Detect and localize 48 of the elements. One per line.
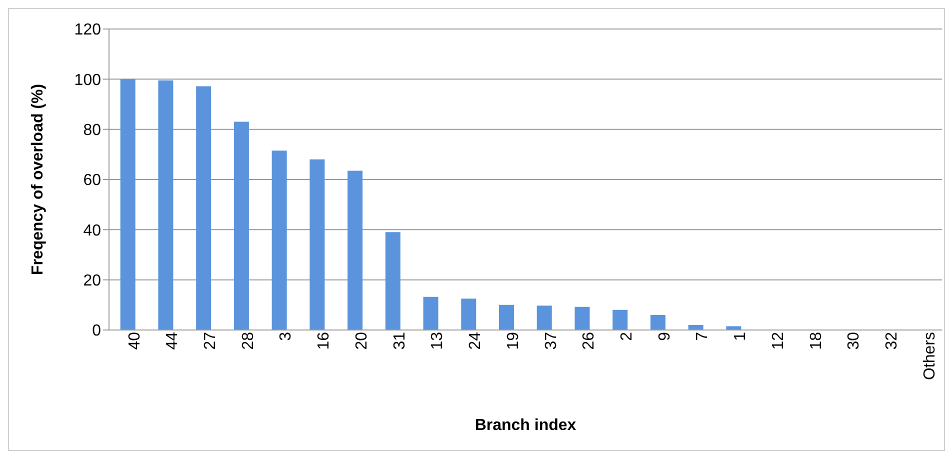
bar	[612, 310, 628, 330]
bar	[574, 306, 590, 330]
bar	[498, 304, 514, 330]
y-tick-label: 40	[83, 222, 102, 240]
bar	[234, 122, 249, 330]
y-axis-title: Freqency of overload (%)	[30, 84, 47, 276]
bar	[272, 150, 287, 330]
x-tick-label: 31	[391, 332, 408, 350]
x-tick-label: 13	[429, 332, 446, 350]
bar	[158, 80, 174, 330]
x-tick-label: 40	[126, 332, 144, 350]
x-axis-title: Branch index	[474, 417, 576, 434]
x-tick-label: 9	[656, 332, 674, 341]
y-tick-label: 120	[74, 22, 102, 39]
bar	[650, 314, 666, 330]
x-tick-label: 37	[542, 332, 560, 350]
y-tick-label: 0	[92, 322, 102, 340]
bar	[310, 159, 325, 330]
bar	[385, 232, 400, 330]
bar	[120, 79, 136, 330]
x-tick-label: 7	[694, 332, 712, 341]
x-tick-label: 32	[884, 332, 901, 350]
x-tick-label: 27	[202, 332, 220, 350]
x-tick-label: 26	[580, 332, 598, 350]
x-tick-label: Others	[921, 332, 938, 380]
x-tick-label: 19	[504, 332, 522, 350]
x-tick-label: 28	[240, 332, 257, 350]
bar	[536, 306, 552, 330]
x-tick-label: 16	[316, 332, 333, 350]
bar	[461, 298, 476, 330]
bar	[726, 326, 742, 330]
y-tick-label: 20	[83, 272, 102, 290]
x-tick-label: 44	[164, 332, 182, 350]
y-tick-label: 60	[83, 172, 102, 190]
y-tick-label: 100	[74, 72, 102, 89]
bar	[423, 296, 438, 330]
x-tick-label: 18	[808, 332, 825, 350]
bar	[348, 170, 363, 330]
x-tick-label: 2	[618, 332, 636, 341]
y-tick-label: 80	[83, 122, 102, 140]
x-tick-label: 30	[846, 332, 863, 350]
x-tick-label: 24	[467, 332, 484, 350]
x-tick-label: 3	[278, 332, 295, 341]
bar	[688, 324, 704, 330]
x-tick-label: 1	[732, 332, 750, 341]
bar	[196, 86, 212, 330]
x-tick-label: 12	[770, 332, 787, 350]
x-tick-label: 20	[353, 332, 370, 350]
